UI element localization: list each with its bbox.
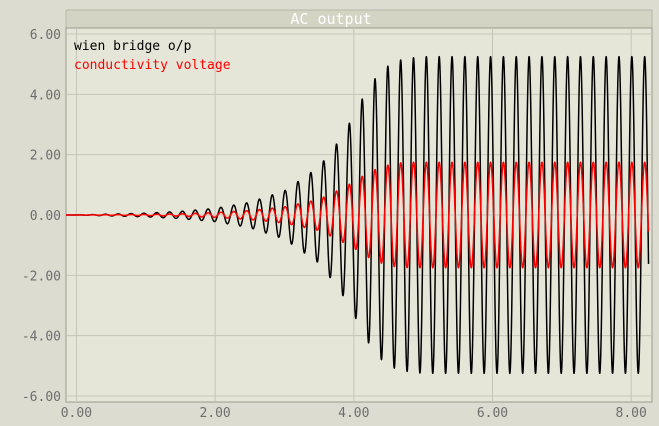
y-tick-label: -4.00 — [22, 330, 61, 345]
series-layer — [66, 55, 650, 375]
axes: 0.00 2.00 4.00 6.00 8.00 -6.00 -4.00 -2.00 0.00 2… — [22, 28, 647, 421]
y-tick-label: -6.00 — [22, 390, 61, 405]
x-tick-label: 4.00 — [338, 406, 369, 421]
x-tick-label: 8.00 — [616, 406, 647, 421]
y-tick-label: 6.00 — [30, 28, 61, 43]
y-tick-label: 2.00 — [30, 149, 61, 164]
series-line-wien-bridge — [66, 55, 650, 375]
chart-title: AC output — [290, 10, 371, 28]
x-tick-label: 0.00 — [61, 406, 92, 421]
y-tick-label: 0.00 — [30, 209, 61, 224]
legend-entry-wien-bridge: wien bridge o/p — [74, 39, 192, 54]
y-tick-label: 4.00 — [30, 88, 61, 103]
x-tick-label: 6.00 — [477, 406, 508, 421]
y-tick-label: -2.00 — [22, 269, 61, 284]
x-tick-label: 2.00 — [199, 406, 230, 421]
legend-entry-conductivity-voltage: conductivity voltage — [74, 58, 231, 73]
series-line-conductivity-voltage — [66, 161, 650, 269]
